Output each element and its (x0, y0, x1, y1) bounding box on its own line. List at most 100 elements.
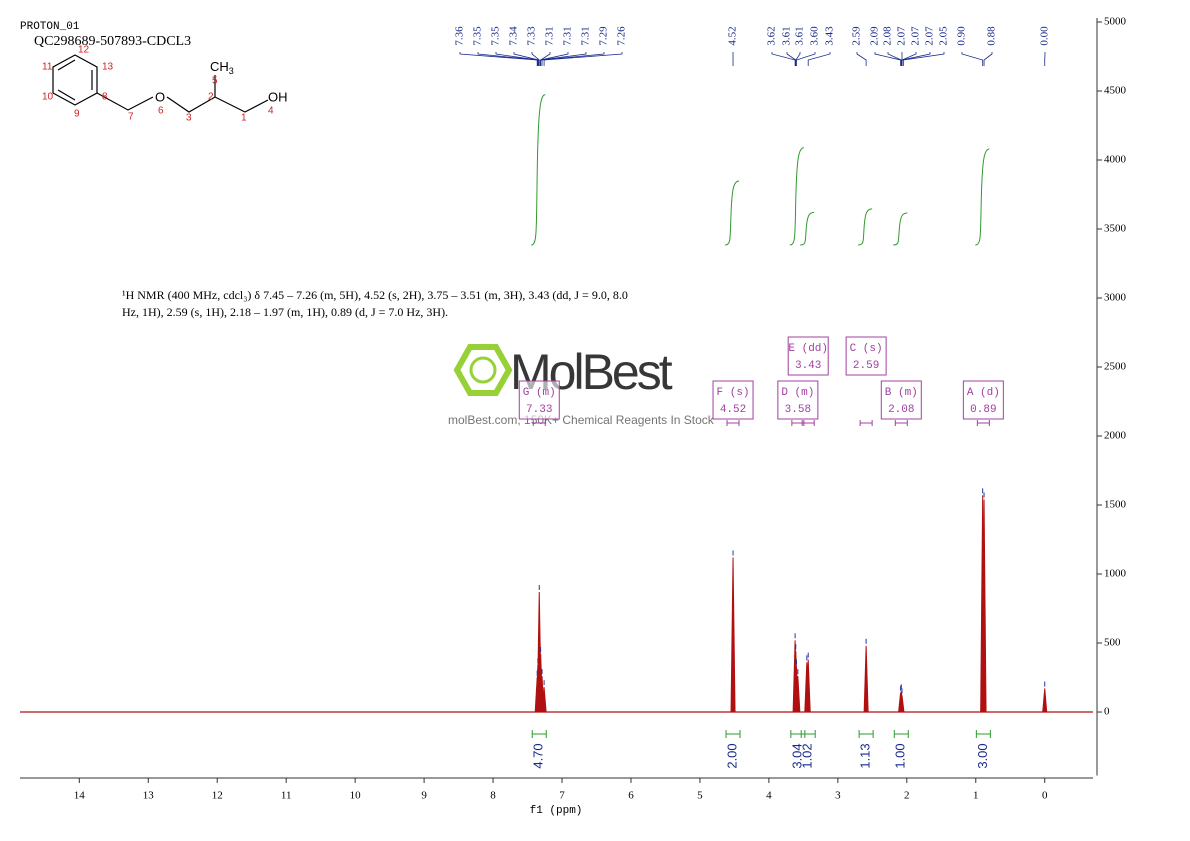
multiplet-range (726, 420, 740, 426)
multiplet-range (859, 420, 873, 426)
multiplet-shift: 3.43 (795, 360, 821, 372)
experiment-name: PROTON_01 (20, 21, 80, 33)
integral-curve (893, 212, 908, 246)
peak-label: 2.07 (924, 26, 936, 46)
molecule: 12 11 13 10 8 9 7 O 6 3 2 5 CH3 1 OH 4 (42, 45, 288, 124)
x-tick-label: 0 (1042, 790, 1048, 802)
peak-label: 0.88 (986, 26, 998, 46)
peak-label: 7.35 (472, 26, 484, 46)
atom-number: 7 (128, 112, 134, 123)
peak-label: 4.52 (727, 26, 739, 45)
multiplet-name: F (s) (717, 387, 750, 399)
atom-number: 6 (158, 106, 164, 117)
atom-number: 10 (42, 92, 54, 103)
integral-curve (800, 211, 815, 246)
peak-label: 0.00 (1039, 26, 1051, 46)
atom-number: 5 (212, 76, 218, 87)
multiplet-box (787, 336, 829, 376)
multiplet-box (712, 380, 754, 420)
integral-bracket (800, 730, 816, 738)
peak-label: 2.07 (910, 26, 922, 46)
x-tick-label: 2 (904, 790, 910, 802)
peak-label-leader (887, 52, 902, 66)
peak-label: 7.36 (454, 26, 466, 46)
integral-label: 2.00 (724, 743, 739, 768)
multiplet-box (962, 380, 1004, 420)
y-tick-label: 4500 (1104, 85, 1127, 97)
multiplet-shift: 3.58 (785, 404, 811, 416)
peak-label: 3.62 (766, 26, 778, 45)
integral-label: 1.00 (893, 743, 908, 768)
peak-label: 3.61 (794, 26, 806, 45)
integral-curve (724, 180, 740, 246)
peak-label: 7.29 (598, 26, 610, 46)
multiplet-box (880, 380, 922, 420)
integral-curve (531, 94, 546, 246)
atom-number: 12 (78, 45, 90, 56)
y-tick-label: 1000 (1104, 568, 1127, 580)
x-tick-label: 3 (835, 790, 841, 802)
x-axis-title: f1 (ppm) (530, 805, 583, 817)
peak-label: 3.60 (809, 26, 821, 46)
multiplet-range (801, 420, 815, 426)
multiplet-name: C (s) (850, 343, 883, 355)
peak (863, 645, 869, 713)
multiplet-shift: 7.33 (526, 404, 552, 416)
multiplet-shift: 2.59 (853, 360, 879, 372)
nmr-description: ¹H NMR (400 MHz, cdcl₃) δ 7.45 – 7.26 (m… (122, 288, 628, 302)
integral-bracket (858, 730, 874, 738)
multiplet-box (777, 380, 819, 420)
y-tick-label: 3000 (1104, 292, 1127, 304)
x-tick-label: 13 (143, 790, 155, 802)
multiplet-name: G (m) (523, 387, 556, 399)
multiplet-name: A (d) (967, 387, 1000, 399)
peak-label-leader (495, 52, 539, 66)
peak-label-leader (856, 52, 867, 66)
multiplet-range (976, 420, 990, 426)
y-tick-label: 2500 (1104, 361, 1127, 373)
peak-label: 2.09 (869, 26, 881, 46)
multiplet-name: D (m) (781, 387, 814, 399)
peak (805, 659, 811, 713)
y-tick-label: 2000 (1104, 430, 1127, 442)
peak-label-leader (540, 52, 587, 66)
peak (730, 557, 736, 713)
watermark-logo (469, 356, 497, 384)
peak (541, 687, 547, 713)
peak-label: 2.08 (882, 26, 894, 46)
x-tick-label: 4 (766, 790, 772, 802)
integral-label: 1.02 (800, 743, 815, 768)
peak-label: 0.90 (956, 26, 968, 46)
multiplet-name: B (m) (885, 387, 918, 399)
peak-label: 7.26 (616, 26, 628, 46)
multiplet-range (532, 420, 546, 426)
x-tick-label: 1 (973, 790, 979, 802)
peak-label: 3.61 (781, 26, 793, 45)
x-tick-label: 10 (350, 790, 362, 802)
y-tick-label: 5000 (1104, 16, 1127, 28)
integral-label: 3.04 (789, 743, 804, 768)
multiplet-name: E (dd) (788, 343, 828, 355)
peak-label-leader (807, 52, 831, 66)
peak-label-leader (983, 52, 993, 66)
peak-label-leader (961, 52, 984, 66)
methyl-label: CH3 (210, 59, 234, 76)
atom-label: O (155, 89, 165, 104)
sample-id: QC298689-507893-CDCL3 (34, 34, 191, 49)
atom-number: 3 (186, 113, 192, 124)
peak-label-leader (541, 52, 605, 66)
peak-label-leader (902, 52, 945, 66)
integral-curve (858, 208, 873, 246)
peak-label-leader (901, 52, 931, 66)
atom-label: OH (268, 89, 288, 104)
multiplet-shift: 4.52 (720, 404, 746, 416)
peak-label-leader (795, 52, 801, 66)
peak-label: 7.31 (562, 26, 574, 45)
multiplet-range (894, 420, 908, 426)
peak-label: 7.31 (580, 26, 592, 45)
peak-label: 2.05 (938, 26, 950, 46)
y-tick-label: 500 (1104, 637, 1121, 649)
x-tick-label: 6 (628, 790, 634, 802)
peak-label: 7.35 (490, 26, 502, 46)
watermark: MolBest molBest.com, 150K+ Chemical Reag… (448, 344, 715, 427)
